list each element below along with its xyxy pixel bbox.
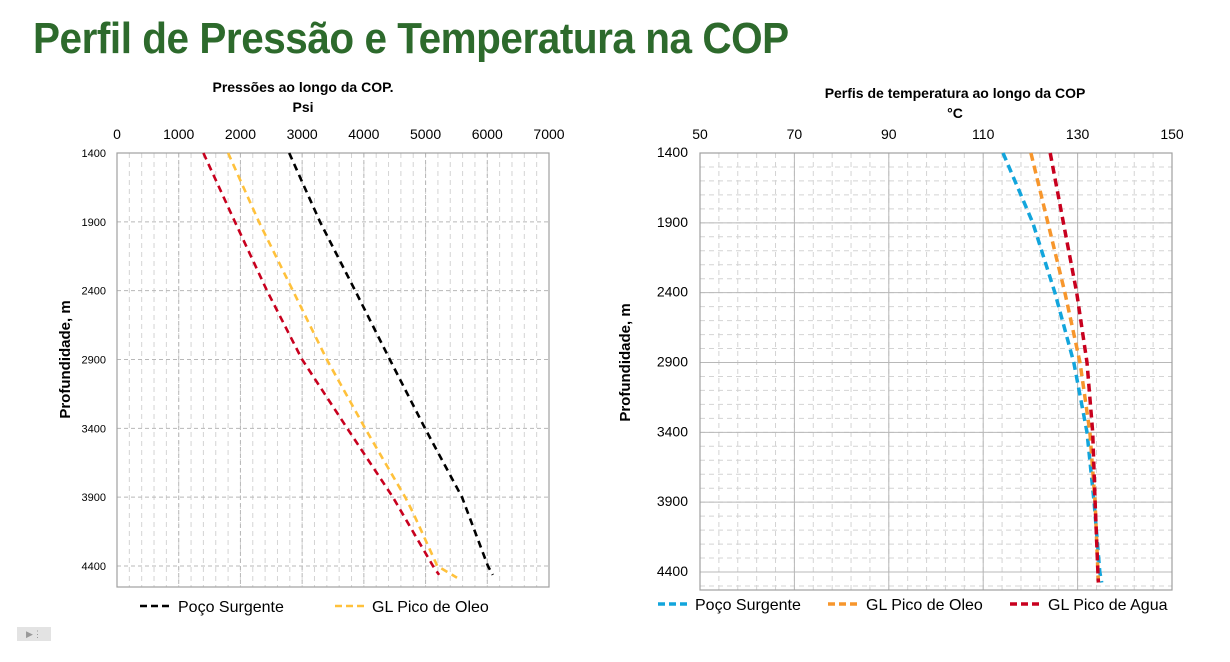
x-tick-label: 150 (1160, 126, 1184, 142)
y-axis-label: Profundidade, m (57, 300, 74, 418)
y-tick-label: 3400 (82, 423, 106, 435)
x-tick-label: 130 (1066, 126, 1090, 142)
series-line-3 (202, 152, 441, 576)
legend-label: GL Pico de Agua (1048, 597, 1168, 614)
legend-label: Poço Surgente (695, 597, 801, 614)
play-button[interactable]: ▶⋮ (17, 627, 51, 641)
y-tick-label: 4400 (82, 561, 106, 573)
y-tick-label: 1900 (657, 214, 688, 230)
y-tick-label: 2900 (82, 355, 106, 367)
y-tick-label: 1400 (82, 148, 106, 160)
legend-label: GL Pico de Oleo (372, 599, 489, 616)
series-line-2 (1029, 152, 1101, 583)
y-tick-label: 3900 (82, 492, 106, 504)
x-tick-label: 90 (881, 126, 897, 142)
y-tick-label: 2400 (82, 286, 106, 298)
y-tick-label: 3900 (657, 493, 688, 509)
y-axis-label: Profundidade, m (617, 303, 634, 421)
plot-area-border (699, 152, 1173, 591)
x-tick-label: 6000 (472, 126, 503, 142)
x-tick-label: 70 (787, 126, 803, 142)
x-tick-label: 5000 (410, 126, 441, 142)
x-tick-label: 7000 (533, 126, 564, 142)
series-line-1 (1001, 152, 1104, 583)
y-tick-label: 3400 (657, 423, 688, 439)
x-axis-label: Psi (292, 99, 313, 115)
y-tick-label: 1900 (82, 217, 106, 229)
chart-title: Pressões ao longo da COP. (212, 79, 393, 95)
y-tick-label: 2900 (657, 354, 688, 370)
chart-title: Perfis de temperatura ao longo da COP (825, 85, 1086, 101)
chart-2: 50 70 90 110 130 150 1400 1900 2400 2900 3400 3900 4… (617, 85, 1184, 614)
series-line-2 (226, 152, 458, 579)
series-line-3 (1048, 152, 1101, 583)
page-title: Perfil de Pressão e Temperatura na COP (33, 14, 789, 63)
y-tick-label: 1400 (657, 144, 688, 160)
x-tick-label: 2000 (225, 126, 256, 142)
legend-label: Poço Surgente (178, 599, 284, 616)
chart-1: 0 1000 2000 3000 4000 5000 6000 7000 1400 1900 240… (57, 79, 565, 616)
series-line-1 (288, 152, 494, 576)
x-tick-label: 3000 (287, 126, 318, 142)
legend-label: GL Pico de Oleo (866, 597, 983, 614)
x-tick-label: 0 (113, 126, 121, 142)
play-icon: ▶⋮ (26, 629, 42, 639)
x-tick-label: 4000 (348, 126, 379, 142)
plot-area-border (116, 152, 550, 588)
x-tick-label: 50 (692, 126, 708, 142)
y-tick-label: 2400 (657, 284, 688, 300)
x-tick-label: 1000 (163, 126, 194, 142)
x-tick-label: 110 (972, 126, 995, 142)
y-tick-label: 4400 (657, 563, 688, 579)
x-axis-label: °C (947, 105, 963, 121)
